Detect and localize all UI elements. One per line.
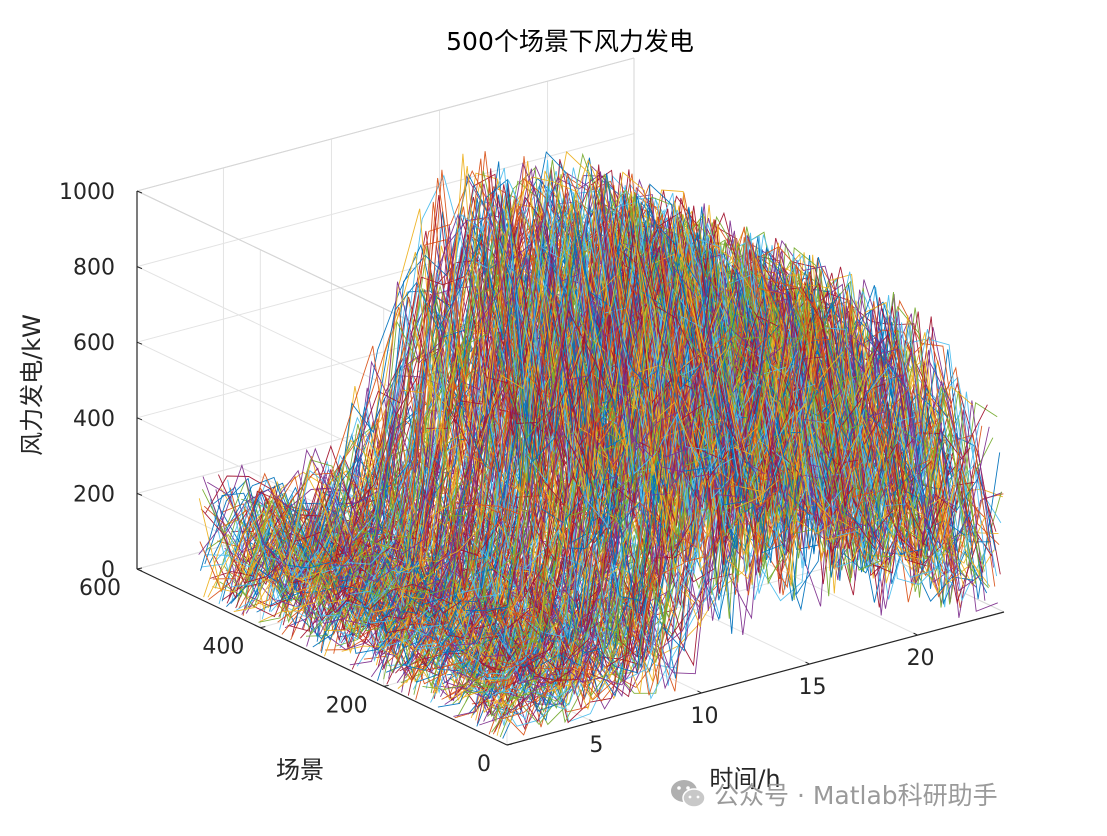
series-line [200,184,699,584]
wechat-icon [671,780,706,808]
z-tick [136,492,143,496]
series-line [222,196,721,601]
z-tick-label: 400 [73,407,115,432]
series-line [199,156,698,593]
x-tick [589,719,594,723]
box-edge [136,57,635,192]
z-tick-label: 600 [73,331,115,356]
z-tick-label: 1000 [59,180,115,205]
x-tick [805,661,810,665]
z-tick [136,568,143,572]
y-tick-label: 0 [477,752,491,777]
z-tick [136,341,143,345]
y-tick-label: 400 [202,635,244,660]
z-tick-label: 200 [73,482,115,507]
z-tick-label: 0 [101,558,115,583]
series-line [208,181,706,601]
grid-line [136,133,635,268]
series-line [285,211,784,613]
watermark-text: 公众号 · Matlab科研助手 [714,781,998,810]
y-axis-label: 场景 [276,756,324,784]
series-line [224,160,723,594]
series-line [206,167,704,577]
watermark: 公众号 · Matlab科研助手 [668,770,1088,818]
series-line [207,168,705,578]
series-line [210,202,709,585]
z-tick [136,266,143,270]
series-line [247,218,745,608]
series-line [212,171,710,593]
x-tick [913,632,918,636]
series-line [198,162,697,568]
series-line [207,166,706,598]
y-tick-label: 200 [326,693,368,718]
scenario-lines [198,151,1004,739]
x-tick [697,690,702,694]
series-line [200,151,698,571]
series-line [198,151,697,593]
y-tick-label: 600 [79,576,121,601]
series-line [232,166,731,608]
x-tick-label: 15 [799,675,827,700]
z-tick [136,190,143,194]
z-tick-label: 800 [73,256,115,281]
x-tick-label: 10 [690,704,718,729]
x-tick-label: 5 [589,733,603,758]
x-axis-label: 时间/h [709,765,780,793]
x-axis-line [506,611,1005,746]
chart-title: 500个场景下风力发电 [446,27,694,56]
y-tick [506,743,513,746]
series-line [392,239,891,674]
z-tick [136,417,143,421]
x-tick-label: 20 [907,646,935,671]
axes-box [136,190,1005,746]
y-axis-line [136,568,508,746]
series-line [215,220,714,590]
z-axis-label: 风力发电/kW [18,314,46,456]
grid-line [136,341,508,519]
y-tick [383,684,389,687]
y-tick [260,626,266,629]
